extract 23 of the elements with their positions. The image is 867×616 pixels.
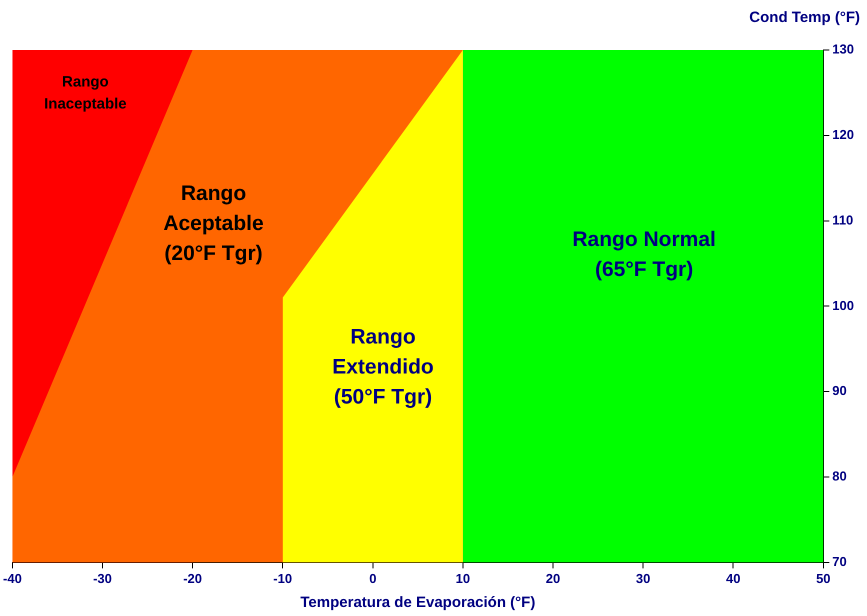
annotation: Rango Extendido (50°F Tgr) bbox=[332, 325, 434, 408]
y-axis-title: Cond Temp (°F) bbox=[749, 9, 860, 26]
x-axis-title: Temperatura de Evaporación (°F) bbox=[300, 594, 536, 612]
y-tick-label: 70 bbox=[832, 554, 847, 569]
y-tick-label: 120 bbox=[832, 126, 854, 142]
x-tick-label: 10 bbox=[456, 570, 470, 586]
y-tick-label: 80 bbox=[832, 468, 847, 484]
annotation: Rango Normal (65°F Tgr) bbox=[572, 228, 716, 281]
y-tick-label: 130 bbox=[832, 42, 854, 57]
y-tick-label: 90 bbox=[832, 383, 847, 398]
y-tick-label: 100 bbox=[832, 298, 854, 313]
x-tick-label: 30 bbox=[636, 570, 650, 586]
x-tick-label: -20 bbox=[183, 570, 202, 586]
annotation: Rango Aceptable (20°F Tgr) bbox=[163, 182, 264, 266]
x-tick-label: -10 bbox=[273, 570, 292, 586]
x-tick-label: -40 bbox=[2, 570, 22, 586]
x-tick-label: -30 bbox=[93, 570, 112, 586]
x-tick-label: 50 bbox=[816, 570, 831, 586]
x-tick-label: 40 bbox=[726, 570, 740, 586]
x-tick-label: 0 bbox=[369, 570, 376, 586]
y-tick-label: 110 bbox=[832, 212, 854, 228]
x-tick-label: 20 bbox=[546, 570, 560, 586]
annotation: Rango Inaceptable bbox=[44, 74, 127, 113]
